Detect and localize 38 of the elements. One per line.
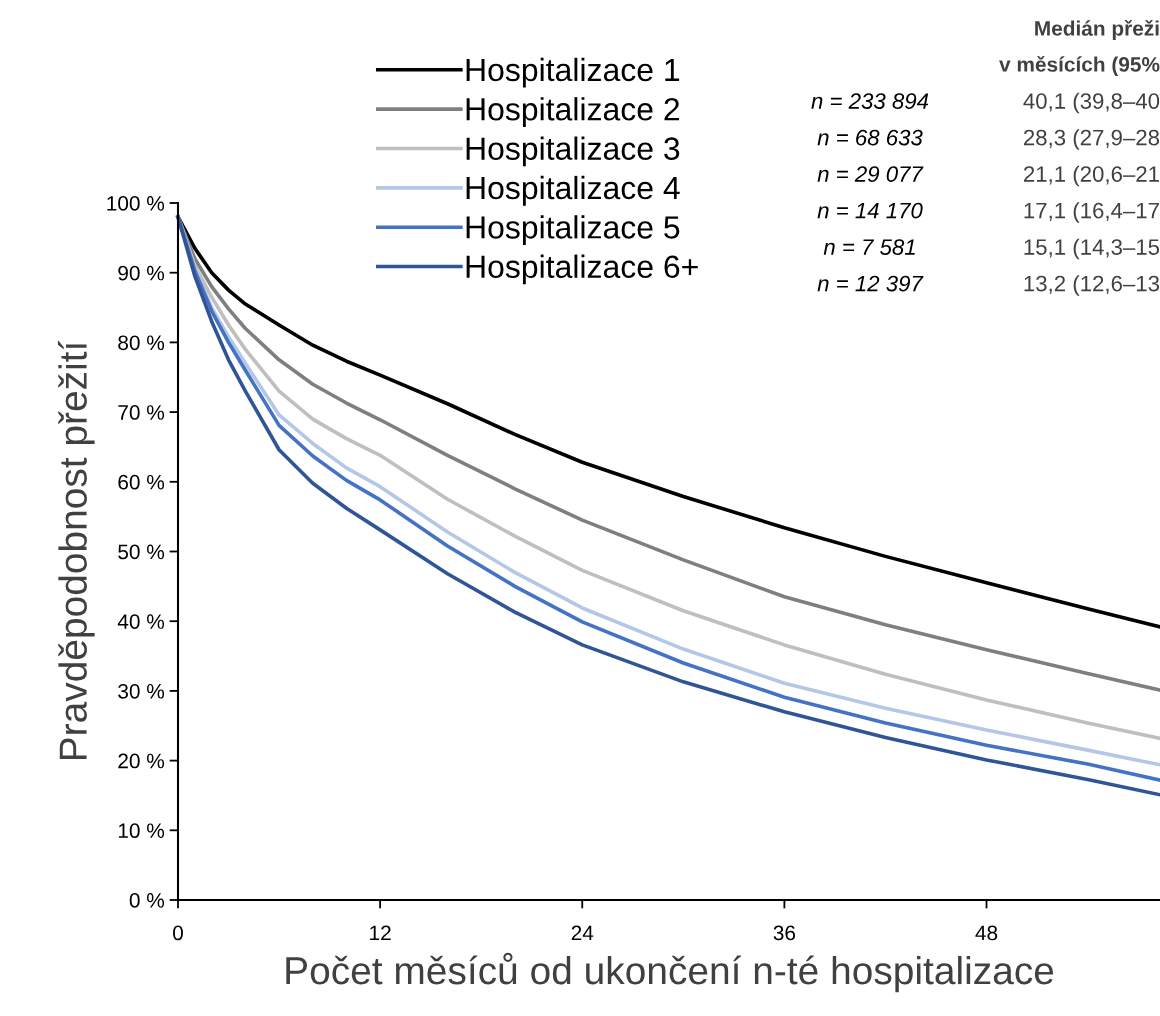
text: 40,1 (39,8–40 xyxy=(1023,92,1160,114)
x-tick-label: 48 xyxy=(975,925,998,941)
text: n = 68 633 xyxy=(817,129,923,146)
annotation: 15,1 (14,3–15 xyxy=(1024,238,1160,260)
x-tick-label: 0 xyxy=(173,925,183,941)
annotation: 13,2 (12,6–13 xyxy=(1024,275,1160,296)
y-tick-label: 70 % xyxy=(118,405,165,420)
y-tick-label: 50 % xyxy=(118,544,165,560)
y-tick-label: 0 % xyxy=(129,893,165,908)
legend-label: Hospitalizace 5 xyxy=(466,215,680,245)
y-tick-label: 30 % xyxy=(118,683,165,699)
annotation: n = 12 397 xyxy=(817,275,924,292)
x-tick-label: 24 xyxy=(571,925,594,941)
legend-label: Hospitalizace 2 xyxy=(466,97,680,127)
y-axis-title: Pravděpodobnost přežití xyxy=(57,340,95,760)
y-tick-label: 100 % xyxy=(107,196,165,211)
y-tick-label: 20 % xyxy=(118,753,165,769)
text: n = 233 894 xyxy=(811,93,929,109)
text: 21,1 (20,6–21 xyxy=(1023,165,1159,187)
text: n = 29 077 xyxy=(817,166,924,182)
annotation: 17,1 (16,4–17 xyxy=(1024,202,1159,223)
y-tick-label: 10 % xyxy=(118,823,165,839)
x-tick-label: 36 xyxy=(773,925,796,941)
y-tick-label: 90 % xyxy=(118,265,165,281)
annotation: n = 14 170 xyxy=(817,202,923,219)
legend-label: Hospitalizace 1 xyxy=(466,57,680,88)
text: Medián přeži xyxy=(1035,20,1159,40)
x-axis-title: Počet měsíců od ukončení n-té hospitalizace xyxy=(286,952,1054,993)
annotation: n = 7 581 xyxy=(823,239,915,255)
legend-label: Hospitalizace 3 xyxy=(466,136,680,167)
y-tick-label: 40 % xyxy=(117,614,165,629)
legend-label: Hospitalizace 6+ xyxy=(466,254,698,285)
y-tick-label: 80 % xyxy=(118,335,165,351)
legend-label: Hospitalizace 4 xyxy=(466,175,680,206)
y-tick-label: 60 % xyxy=(118,474,165,490)
text: v měsících (95% xyxy=(999,56,1160,76)
x-tick-label: 12 xyxy=(370,925,391,941)
text: 28,3 (27,9–28 xyxy=(1023,129,1160,150)
